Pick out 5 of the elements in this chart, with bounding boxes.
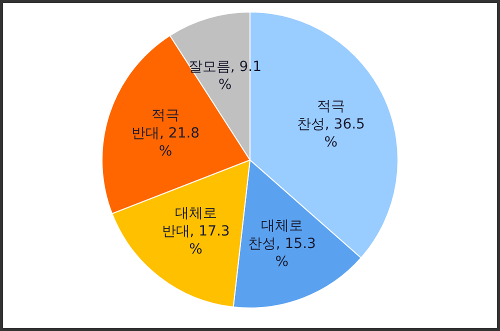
slice-label: 잘모름, 9.1 % xyxy=(188,58,262,93)
slice-label: 적극 찬성, 36.5 % xyxy=(296,98,365,150)
slice-label: 적극 반대, 21.8 % xyxy=(132,108,200,160)
slice-label: 대체로 반대, 17.3 % xyxy=(162,205,230,258)
slice-label: 대체로 찬성, 15.3 % xyxy=(248,218,316,270)
